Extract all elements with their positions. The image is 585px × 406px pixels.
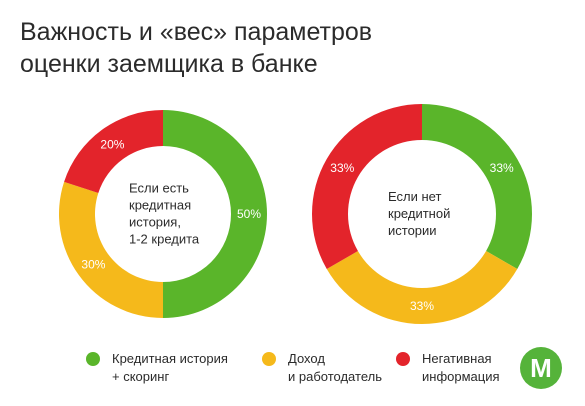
- legend-dot-red: [396, 352, 410, 366]
- legend-dot-yellow: [262, 352, 276, 366]
- donut-slice-1-2: [58, 181, 163, 318]
- donut-chart-without-history: 33% 33% 33% Если нет кредитной истории: [312, 104, 532, 324]
- legend-item-negative-info: Негативная информация: [396, 350, 500, 386]
- legend-label: Кредитная история + скоринг: [112, 351, 228, 384]
- brand-logo-icon: M: [520, 347, 562, 389]
- slice-value-label: 33%: [410, 299, 434, 313]
- legend-item-income: Доход и работодатель: [262, 350, 382, 386]
- slice-value-label: 30%: [81, 258, 105, 272]
- donut-slice-1-1: [163, 110, 267, 318]
- donut-slice-2-2: [326, 250, 518, 324]
- slice-value-label: 20%: [100, 137, 124, 151]
- donut-chart-with-history: 50% 30% 20% Если есть кредитная история, 1-2 к…: [58, 110, 267, 318]
- donut-center-label: Если нет кредитной истории: [388, 189, 450, 238]
- donut-slice-2-3: [312, 104, 422, 270]
- donut-slice-1-3: [64, 110, 163, 193]
- donut-slice-2-1: [422, 104, 532, 269]
- legend-label: Доход и работодатель: [288, 351, 382, 384]
- title-line-1: Важность и «вес» параметров: [20, 18, 373, 46]
- legend-dot-green: [86, 352, 100, 366]
- donut-center-label: Если есть кредитная история, 1-2 кредита: [129, 181, 200, 247]
- title-line-2: оценки заемщика в банке: [20, 50, 318, 78]
- slice-value-label: 50%: [237, 207, 261, 221]
- slice-value-label: 33%: [330, 161, 354, 175]
- legend-item-credit-history: Кредитная история + скоринг: [86, 350, 228, 386]
- legend-label: Негативная информация: [422, 351, 500, 384]
- slice-value-label: 33%: [490, 161, 514, 175]
- page-title: Важность и «вес» параметров оценки заемщ…: [20, 16, 372, 80]
- logo-letter: M: [530, 353, 552, 383]
